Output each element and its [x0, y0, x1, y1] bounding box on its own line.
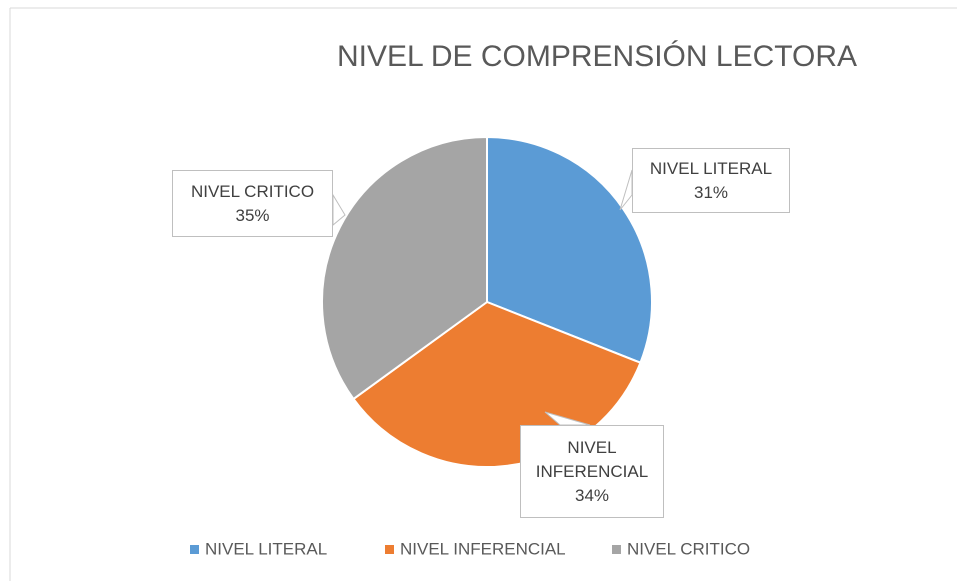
- data-label-category: NIVEL INFERENCIAL: [535, 437, 649, 481]
- data-label-category: NIVEL CRITICO: [190, 181, 315, 201]
- data-label-category: NIVEL LITERAL: [649, 158, 773, 178]
- data-label-value: 35%: [235, 205, 270, 225]
- chart-title: NIVEL DE COMPRENSIÓN LECTORA: [337, 40, 857, 73]
- callout-pointer: [619, 169, 633, 211]
- data-label: NIVEL LITERAL 31%: [632, 148, 790, 213]
- pie-slice: [321, 135, 488, 401]
- legend-marker: [190, 545, 199, 554]
- legend-marker: [612, 545, 621, 554]
- legend-marker: [385, 545, 394, 554]
- data-label-value: 31%: [693, 182, 729, 202]
- data-label: NIVEL INFERENCIAL 34%: [520, 425, 664, 518]
- legend-label: NIVEL CRITICO: [627, 539, 750, 558]
- legend-label: NIVEL LITERAL: [205, 539, 327, 558]
- legend-label: NIVEL INFERENCIAL: [400, 539, 566, 558]
- callout-pointer: [332, 193, 346, 227]
- pie-slice: [486, 135, 653, 365]
- data-label-value: 34%: [574, 485, 610, 505]
- data-label: NIVEL CRITICO 35%: [172, 170, 333, 237]
